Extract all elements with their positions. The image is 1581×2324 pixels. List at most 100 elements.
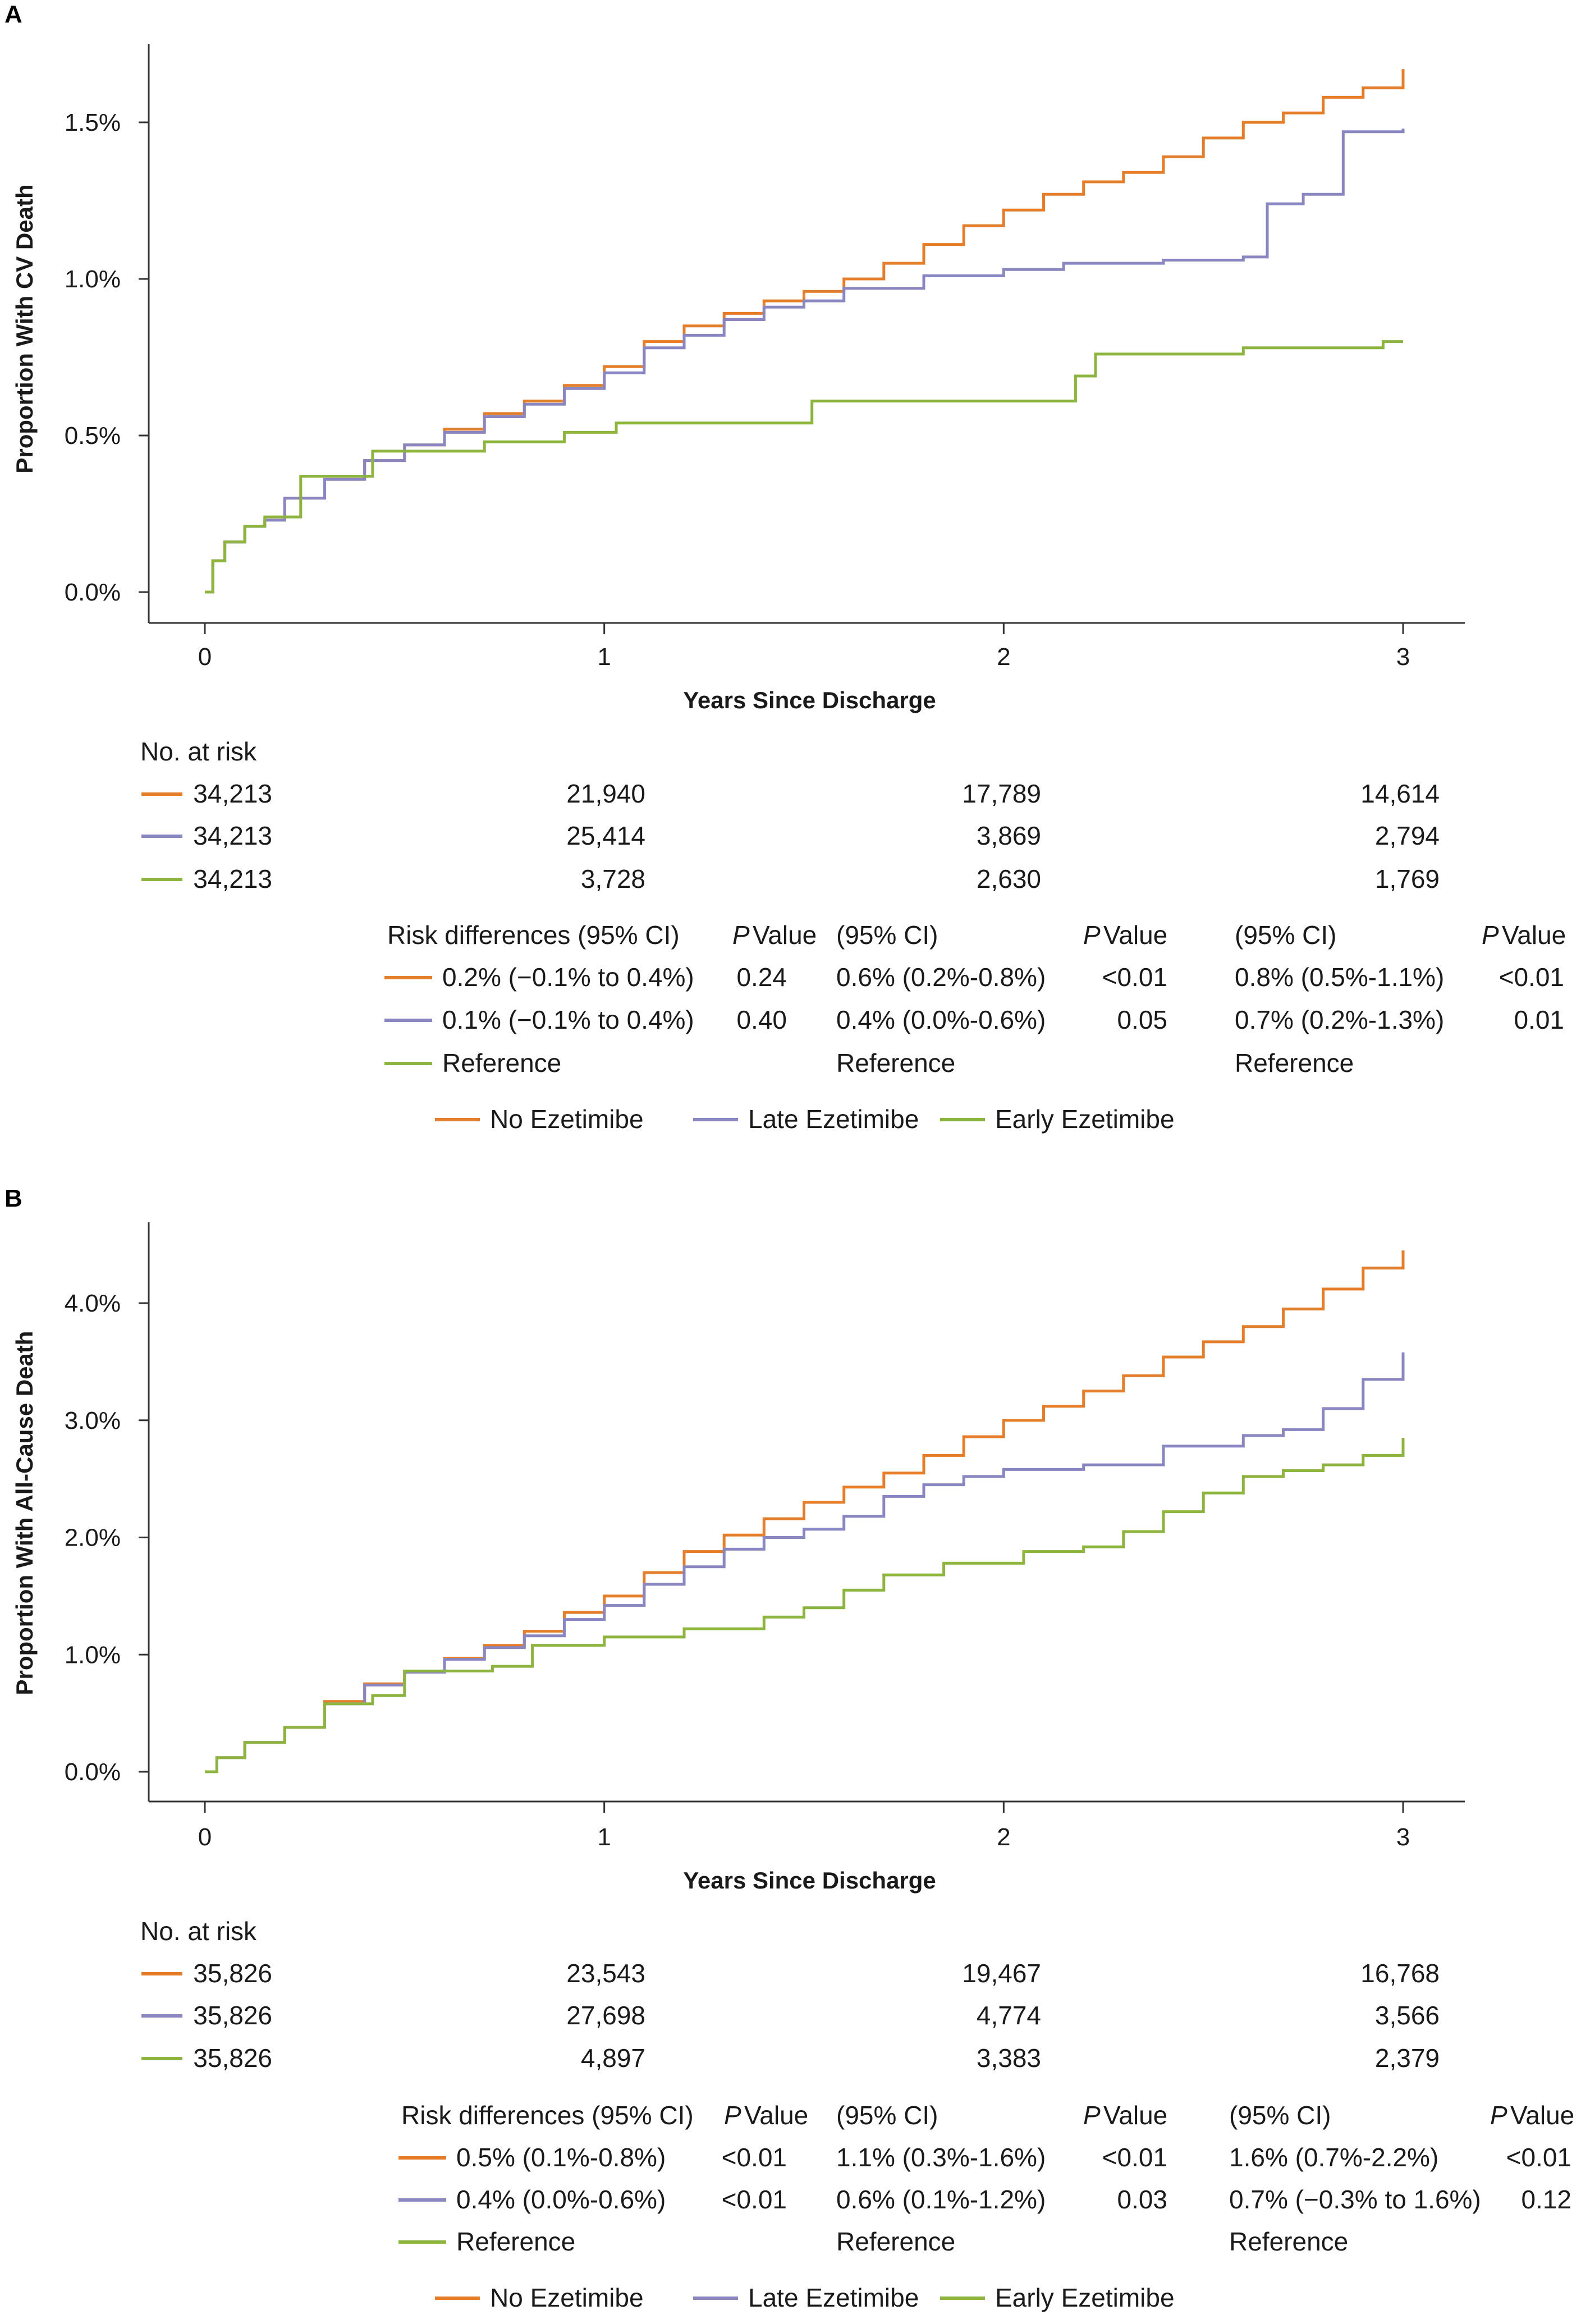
p-value: 0.24 bbox=[736, 962, 787, 992]
legend-label: No Ezetimibe bbox=[490, 2283, 644, 2312]
risk-diff-value: Reference bbox=[442, 1048, 561, 1078]
risk-diff-value: 0.6% (0.1%-1.2%) bbox=[836, 2185, 1046, 2214]
risk-diff-value: Reference bbox=[456, 2227, 575, 2256]
y-tick-label: 1.0% bbox=[65, 1641, 121, 1668]
y-tick-label: 1.5% bbox=[65, 109, 121, 136]
series-line-late-ezetimibe bbox=[205, 129, 1405, 594]
p-value-header-italic: P bbox=[1490, 2101, 1507, 2130]
risk-diff-value: Reference bbox=[836, 1048, 955, 1078]
at-risk-value: 2,379 bbox=[1375, 2043, 1440, 2073]
series-line-no-ezetimibe bbox=[205, 69, 1405, 594]
at-risk-value: 3,728 bbox=[581, 864, 645, 893]
risk-diff-value: 0.7% (0.2%-1.3%) bbox=[1235, 1005, 1444, 1034]
legend-label: Early Ezetimibe bbox=[995, 1104, 1175, 1134]
y-tick-label: 3.0% bbox=[65, 1407, 121, 1434]
legend-label: No Ezetimibe bbox=[490, 1104, 644, 1134]
x-tick-label: 2 bbox=[997, 643, 1010, 671]
p-value: <0.01 bbox=[1499, 962, 1564, 992]
at-risk-value: 3,566 bbox=[1375, 2001, 1440, 2030]
risk-diff-value: Reference bbox=[1229, 2227, 1348, 2256]
y-axis-title: Proportion With All-Cause Death bbox=[11, 1331, 38, 1695]
p-value: 0.40 bbox=[736, 1005, 787, 1034]
y-tick-label: 4.0% bbox=[65, 1290, 121, 1317]
risk-diff-value: 0.2% (−0.1% to 0.4%) bbox=[442, 962, 694, 992]
p-value-header: Value bbox=[753, 920, 817, 950]
at-risk-value: 4,774 bbox=[977, 2001, 1041, 2030]
at-risk-value: 2,630 bbox=[977, 864, 1041, 893]
y-tick-label: 0.0% bbox=[65, 579, 121, 606]
p-value-header: Value bbox=[1103, 920, 1167, 950]
y-tick-label: 1.0% bbox=[65, 265, 121, 293]
risk-diff-value: 0.8% (0.5%-1.1%) bbox=[1235, 962, 1444, 992]
at-risk-value: 35,826 bbox=[193, 1959, 272, 1988]
x-tick-label: 0 bbox=[198, 1823, 212, 1851]
y-tick-label: 0.0% bbox=[65, 1758, 121, 1786]
at-risk-value: 3,383 bbox=[977, 2043, 1041, 2073]
p-value-header: Value bbox=[744, 2101, 808, 2130]
at-risk-value: 23,543 bbox=[566, 1959, 645, 1988]
series-line-early-ezetimibe bbox=[205, 1438, 1405, 1773]
series-line-no-ezetimibe bbox=[205, 1250, 1405, 1773]
panel-letter: A bbox=[4, 1, 22, 28]
p-value: <0.01 bbox=[722, 2143, 787, 2172]
y-tick-label: 2.0% bbox=[65, 1524, 121, 1552]
at-risk-value: 3,869 bbox=[977, 821, 1041, 850]
risk-diff-value: 0.6% (0.2%-0.8%) bbox=[836, 962, 1046, 992]
at-risk-value: 19,467 bbox=[962, 1959, 1041, 1988]
y-axis-title: Proportion With CV Death bbox=[11, 184, 38, 473]
p-value: 0.03 bbox=[1117, 2185, 1167, 2214]
legend-label: Late Ezetimibe bbox=[748, 1104, 919, 1134]
x-axis-title: Years Since Discharge bbox=[683, 687, 936, 713]
at-risk-value: 25,414 bbox=[566, 821, 645, 850]
p-value-header-italic: P bbox=[724, 2101, 741, 2130]
x-tick-label: 1 bbox=[597, 1823, 611, 1851]
p-value: <0.01 bbox=[722, 2185, 787, 2214]
risk-diff-value: 0.5% (0.1%-0.8%) bbox=[456, 2143, 666, 2172]
risk-diff-header: Risk differences (95% CI) bbox=[387, 920, 680, 950]
risk-diff-value: Reference bbox=[836, 2227, 955, 2256]
p-value-header-italic: P bbox=[1083, 2101, 1101, 2130]
p-value-header: Value bbox=[1103, 2101, 1167, 2130]
legend-label: Early Ezetimibe bbox=[995, 2283, 1175, 2312]
risk-diff-value: 0.4% (0.0%-0.6%) bbox=[456, 2185, 666, 2214]
at-risk-title: No. at risk bbox=[140, 737, 257, 766]
p-value: <0.01 bbox=[1506, 2143, 1571, 2172]
at-risk-value: 34,213 bbox=[193, 779, 272, 808]
x-tick-label: 3 bbox=[1396, 1823, 1410, 1851]
legend-label: Late Ezetimibe bbox=[748, 2283, 919, 2312]
p-value-header-italic: P bbox=[1083, 920, 1101, 950]
risk-diff-value: Reference bbox=[1235, 1048, 1354, 1078]
at-risk-value: 1,769 bbox=[1375, 864, 1440, 893]
x-tick-label: 0 bbox=[198, 643, 212, 671]
at-risk-value: 27,698 bbox=[566, 2001, 645, 2030]
ci-header: (95% CI) bbox=[836, 920, 938, 950]
x-tick-label: 3 bbox=[1396, 643, 1410, 671]
x-axis-title: Years Since Discharge bbox=[683, 1867, 936, 1894]
p-value: 0.12 bbox=[1521, 2185, 1571, 2214]
ci-header: (95% CI) bbox=[1229, 2101, 1331, 2130]
at-risk-value: 4,897 bbox=[581, 2043, 645, 2073]
risk-diff-value: 0.1% (−0.1% to 0.4%) bbox=[442, 1005, 694, 1034]
series-line-late-ezetimibe bbox=[205, 1352, 1405, 1773]
y-tick-label: 0.5% bbox=[65, 422, 121, 450]
risk-diff-value: 0.7% (−0.3% to 1.6%) bbox=[1229, 2185, 1481, 2214]
p-value-header-italic: P bbox=[1482, 920, 1499, 950]
at-risk-value: 14,614 bbox=[1360, 779, 1440, 808]
x-tick-label: 2 bbox=[997, 1823, 1010, 1851]
at-risk-value: 2,794 bbox=[1375, 821, 1440, 850]
p-value: 0.01 bbox=[1514, 1005, 1564, 1034]
series-line-early-ezetimibe bbox=[205, 340, 1403, 594]
risk-diff-header: Risk differences (95% CI) bbox=[401, 2101, 694, 2130]
panel-letter: B bbox=[4, 1185, 22, 1212]
risk-diff-value: 0.4% (0.0%-0.6%) bbox=[836, 1005, 1046, 1034]
x-tick-label: 1 bbox=[597, 643, 611, 671]
at-risk-value: 34,213 bbox=[193, 864, 272, 893]
at-risk-value: 35,826 bbox=[193, 2043, 272, 2073]
p-value-header-italic: P bbox=[732, 920, 750, 950]
at-risk-value: 17,789 bbox=[962, 779, 1041, 808]
p-value: <0.01 bbox=[1102, 962, 1167, 992]
ci-header: (95% CI) bbox=[1235, 920, 1336, 950]
p-value: <0.01 bbox=[1102, 2143, 1167, 2172]
risk-diff-value: 1.1% (0.3%-1.6%) bbox=[836, 2143, 1046, 2172]
